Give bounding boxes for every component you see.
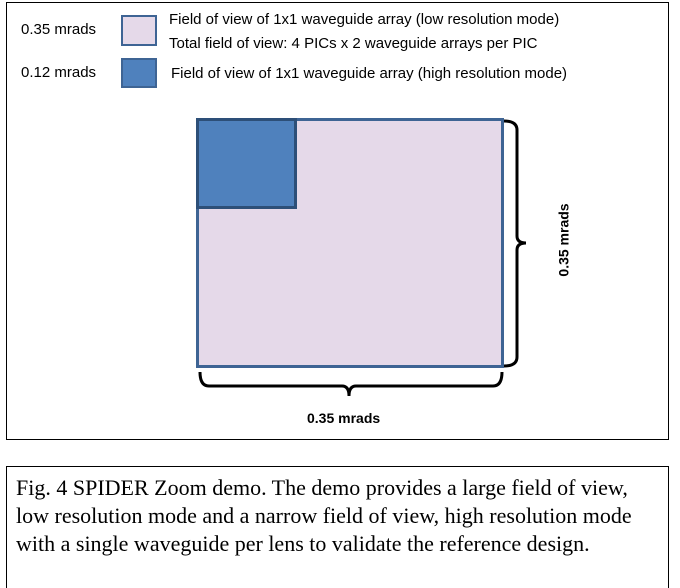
legend-high-line1: Field of view of 1x1 waveguide array (hi… [171, 65, 568, 82]
legend-high-swatch [121, 58, 157, 88]
horizontal-brace [198, 371, 504, 397]
legend-low-value: 0.35 mrads [21, 21, 97, 38]
high-resolution-fov-box [196, 118, 297, 209]
low-resolution-fov-box [196, 118, 504, 368]
figure-frame [6, 2, 669, 440]
legend-low-line1: Field of view of 1x1 waveguide array (lo… [169, 11, 560, 28]
horizontal-dimension-label: 0.35 mrads [307, 410, 381, 426]
legend-low-swatch [121, 15, 157, 46]
vertical-dimension-label: 0.35 mrads [555, 203, 572, 277]
legend-high-value: 0.12 mrads [21, 64, 97, 81]
legend-low-line2: Total field of view: 4 PICs x 2 waveguid… [169, 35, 538, 52]
figure-caption: Fig. 4 SPIDER Zoom demo. The demo provid… [16, 475, 632, 556]
caption-frame [6, 466, 669, 588]
vertical-brace [503, 119, 527, 368]
